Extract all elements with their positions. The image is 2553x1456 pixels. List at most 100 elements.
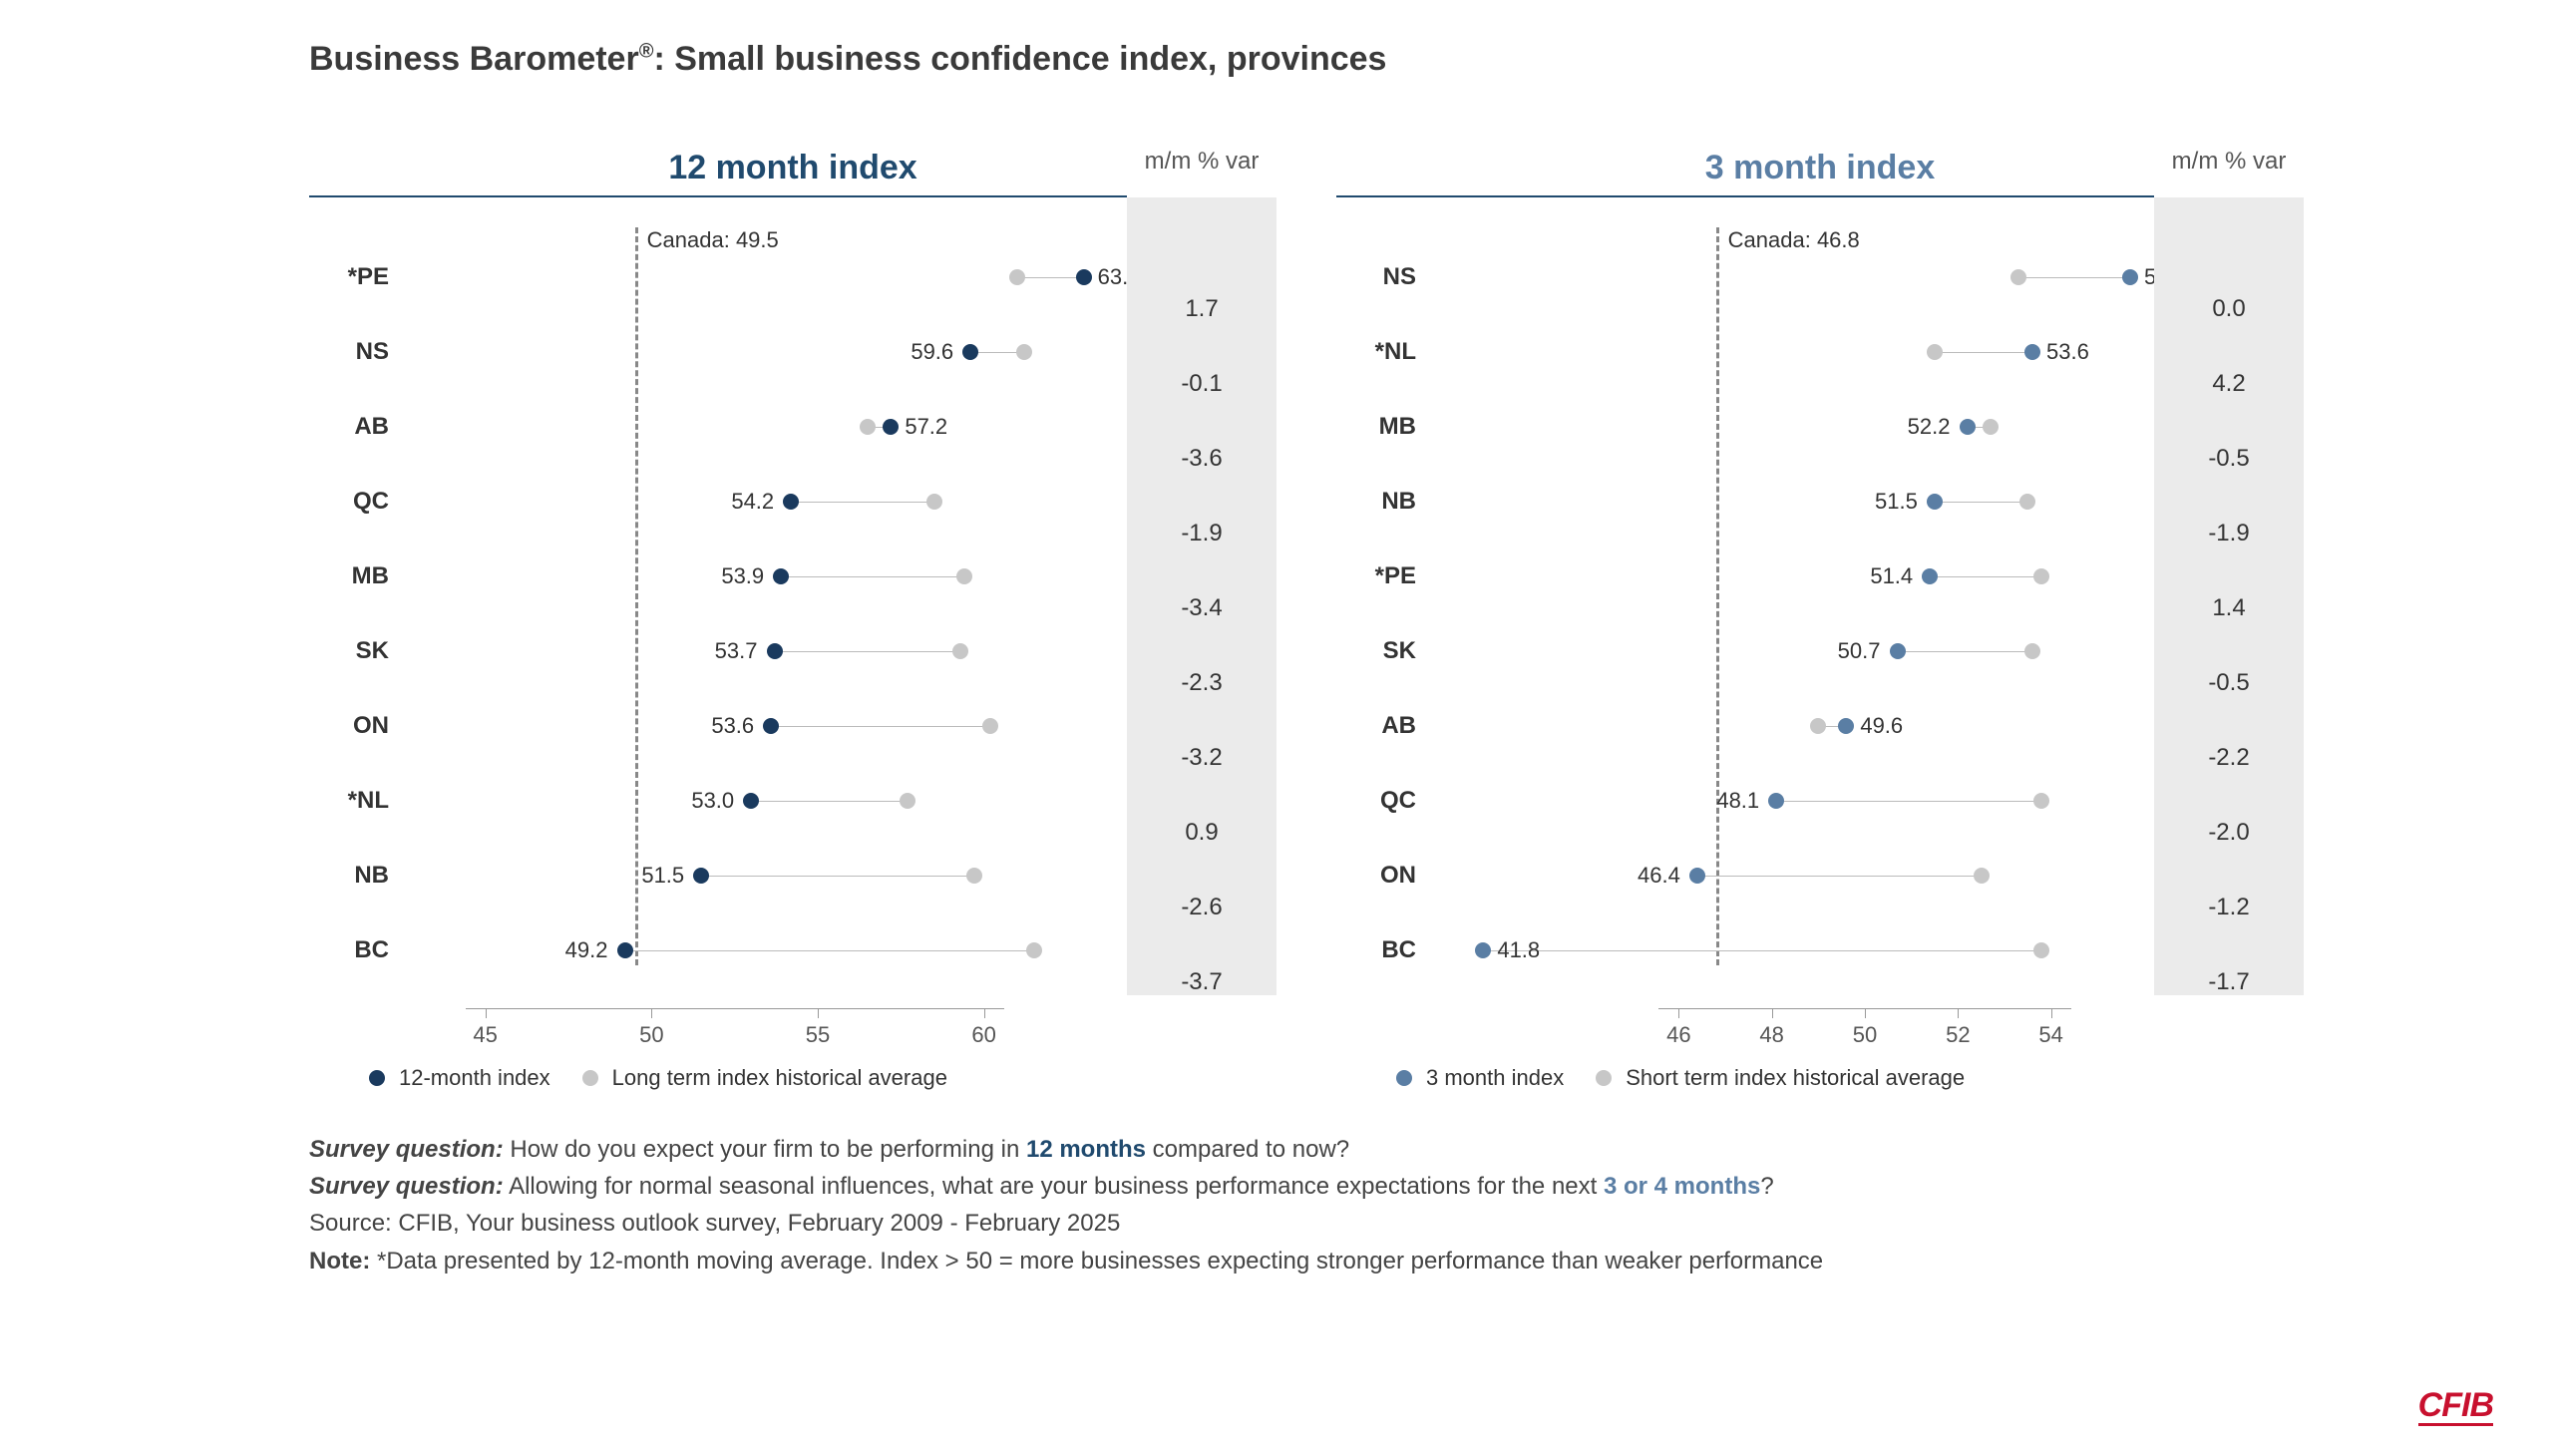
cfib-logo: CFIB: [2418, 1386, 2493, 1426]
x-tick-label: 54: [2038, 1022, 2062, 1048]
value-dot: [1475, 942, 1491, 958]
var-value: 4.2: [2154, 370, 2304, 398]
canada-label: Canada: 49.5: [647, 227, 779, 253]
value-label: 41.8: [1497, 937, 1540, 963]
x-tick: [984, 1008, 985, 1018]
hist-dot: [1026, 942, 1042, 958]
value-label: 52.2: [1908, 414, 1951, 440]
row-label: NS: [309, 338, 389, 366]
var-value: -0.5: [2154, 445, 2304, 473]
value-dot: [763, 718, 779, 734]
value-dot: [1890, 643, 1906, 659]
legend-12: 12-month index Long term index historica…: [369, 1065, 1276, 1091]
chart-3-body: Canada: 46.8NS55.7*NL53.6MB52.2NB51.5*PE…: [1336, 197, 2304, 995]
row-label: MB: [309, 562, 389, 590]
var-value: -2.6: [1127, 894, 1276, 921]
value-label: 51.4: [1870, 563, 1913, 589]
row-connector: [1935, 352, 2032, 353]
row-connector: [771, 726, 990, 727]
hist-dot: [982, 718, 998, 734]
value-label: 57.2: [905, 414, 947, 440]
hist-dot: [900, 793, 915, 809]
var-value: -3.6: [1127, 445, 1276, 473]
row-label: *PE: [309, 263, 389, 291]
note-prefix: Note:: [309, 1248, 377, 1274]
hist-dot: [956, 568, 972, 584]
sq1-suffix: compared to now?: [1146, 1136, 1349, 1163]
sq1-highlight: 12 months: [1026, 1136, 1146, 1163]
x-tick-label: 52: [1946, 1022, 1970, 1048]
var-value: 0.9: [1127, 819, 1276, 847]
var-value: -3.7: [1127, 968, 1276, 996]
x-tick: [651, 1008, 652, 1018]
hist-dot: [2024, 643, 2040, 659]
chart-12-body: Canada: 49.5*PE63.0NS59.6AB57.2QC54.2MB5…: [309, 197, 1276, 995]
value-dot: [1768, 793, 1784, 809]
hist-dot: [1927, 344, 1943, 360]
row-connector: [791, 502, 933, 503]
row-connector: [775, 651, 961, 652]
value-dot: [617, 942, 633, 958]
var-value: -1.9: [2154, 520, 2304, 547]
x-tick: [1678, 1008, 1679, 1018]
value-dot: [773, 568, 789, 584]
x-tick-label: 60: [971, 1022, 995, 1048]
hist-dot: [952, 643, 968, 659]
var-col-12: m/m % var 1.7-0.1-3.6-1.9-3.4-2.3-3.20.9…: [1127, 197, 1276, 995]
title-suffix: : Small business confidence index, provi…: [653, 40, 1386, 78]
sq2-text: Allowing for normal seasonal influences,…: [504, 1173, 1604, 1200]
var-value: -2.0: [2154, 819, 2304, 847]
chart-3-month: 3 month index Canada: 46.8NS55.7*NL53.6M…: [1336, 149, 2304, 1091]
hist-dot: [2019, 494, 2035, 510]
var-value: 1.7: [1127, 295, 1276, 323]
sq2-suffix: ?: [1760, 1173, 1773, 1200]
hist-dot: [1016, 344, 1032, 360]
value-label: 48.1: [1716, 788, 1759, 814]
var-value: -1.9: [1127, 520, 1276, 547]
value-dot: [2122, 269, 2138, 285]
row-label: *NL: [309, 787, 389, 815]
value-dot: [883, 419, 899, 435]
row-label: ON: [1336, 862, 1416, 890]
var-col-3: m/m % var 0.04.2-0.5-1.91.4-0.5-2.2-2.0-…: [2154, 197, 2304, 995]
legend-3: 3 month index Short term index historica…: [1396, 1065, 2304, 1091]
value-label: 53.9: [721, 563, 764, 589]
footer-notes: Survey question: How do you expect your …: [309, 1131, 2403, 1279]
x-tick: [486, 1008, 487, 1018]
row-connector: [1930, 576, 2041, 577]
legend-dot-3-primary: [1396, 1070, 1412, 1086]
var-value: -1.7: [2154, 968, 2304, 996]
var-value: 1.4: [2154, 594, 2304, 622]
value-label: 59.6: [911, 339, 953, 365]
page-container: Business Barometer®: Small business conf…: [309, 40, 2403, 1279]
row-label: NB: [1336, 488, 1416, 516]
sq1-prefix: Survey question:: [309, 1136, 504, 1163]
row-label: QC: [1336, 787, 1416, 815]
value-dot: [962, 344, 978, 360]
row-label: SK: [1336, 637, 1416, 665]
legend-label-12-hist: Long term index historical average: [612, 1065, 947, 1091]
x-tick: [818, 1008, 819, 1018]
hist-dot: [2010, 269, 2026, 285]
row-label: *PE: [1336, 562, 1416, 590]
legend-label-3-primary: 3 month index: [1426, 1065, 1564, 1091]
legend-label-3-hist: Short term index historical average: [1626, 1065, 1965, 1091]
value-label: 53.7: [715, 638, 758, 664]
hist-dot: [860, 419, 876, 435]
row-label: *NL: [1336, 338, 1416, 366]
x-tick-label: 45: [473, 1022, 497, 1048]
row-label: AB: [309, 413, 389, 441]
value-dot: [1838, 718, 1854, 734]
row-label: QC: [309, 488, 389, 516]
var-value: -3.4: [1127, 594, 1276, 622]
sq1-text: How do you expect your firm to be perfor…: [504, 1136, 1026, 1163]
sq2-prefix: Survey question:: [309, 1173, 504, 1200]
row-connector: [1697, 876, 1982, 877]
note-text: *Data presented by 12-month moving avera…: [377, 1248, 1823, 1274]
value-label: 49.2: [565, 937, 608, 963]
registered-icon: ®: [639, 41, 654, 63]
x-tick: [1958, 1008, 1959, 1018]
x-tick-label: 55: [806, 1022, 830, 1048]
hist-dot: [926, 494, 942, 510]
x-tick-label: 46: [1666, 1022, 1690, 1048]
